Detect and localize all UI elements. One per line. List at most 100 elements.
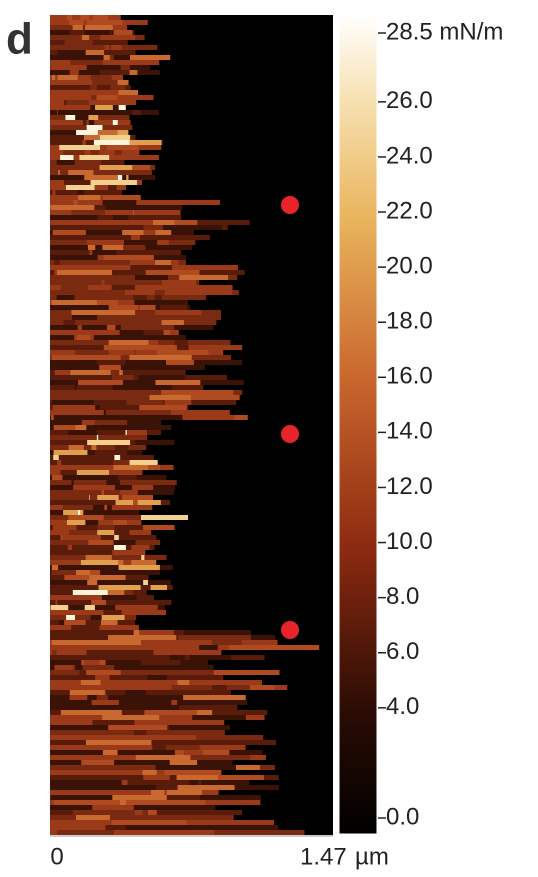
heatmap-stripe — [73, 485, 115, 490]
heatmap-stripe — [55, 370, 70, 375]
heatmap-stripe — [189, 345, 243, 350]
heatmap-stripe — [60, 155, 73, 160]
colorbar — [338, 15, 378, 835]
heatmap-stripe — [99, 235, 131, 240]
heatmap-stripe — [134, 730, 146, 735]
heatmap-stripe — [98, 215, 114, 220]
heatmap-stripe — [57, 830, 114, 835]
heatmap-stripe — [75, 625, 89, 630]
heatmap-stripe — [177, 830, 197, 835]
heatmap-stripe — [74, 280, 88, 285]
colorbar-tick-label: 18.0 — [386, 308, 433, 335]
heatmap-stripe — [59, 90, 76, 95]
heatmap-stripe — [106, 410, 171, 415]
heatmap-stripe — [74, 480, 107, 485]
heatmap-stripe — [104, 160, 124, 165]
heatmap-stripe — [108, 185, 116, 190]
heatmap-stripe — [149, 705, 181, 710]
heatmap-stripe — [56, 720, 92, 725]
heatmap-stripe — [54, 425, 76, 430]
heatmap-stripe — [101, 620, 118, 625]
heatmap-stripe — [104, 180, 137, 185]
heatmap-stripe — [84, 135, 101, 140]
heatmap-stripe — [53, 405, 96, 410]
heatmap-stripe — [97, 530, 114, 535]
heatmap-stripe — [104, 255, 151, 260]
heatmap-stripe — [52, 75, 55, 80]
heatmap-stripe — [109, 510, 116, 515]
heatmap-stripe — [134, 630, 140, 635]
heatmap-stripe — [133, 295, 147, 300]
heatmap-stripe — [97, 360, 125, 365]
heatmap-stripe — [155, 295, 162, 300]
heatmap-stripe — [155, 380, 200, 385]
heatmap-stripe — [64, 360, 96, 365]
colorbar-tick-label: 22.0 — [386, 197, 433, 224]
heatmap-stripe — [69, 530, 101, 535]
heatmap-stripe — [67, 770, 98, 775]
heatmap-stripe — [132, 485, 153, 490]
colorbar-tick-label: 20.0 — [386, 252, 433, 279]
heatmap-stripe — [52, 565, 58, 570]
colorbar-tick-label: 10.0 — [386, 528, 433, 555]
heatmap-stripe — [124, 610, 159, 615]
heatmap-stripe — [118, 175, 122, 180]
heatmap-stripe — [76, 130, 102, 135]
heatmap-stripe — [166, 360, 194, 365]
heatmap-stripe — [112, 795, 166, 800]
heatmap-stripe — [102, 490, 104, 495]
heatmap-stripe — [50, 740, 276, 745]
heatmap-stripe — [178, 680, 190, 685]
heatmap-stripe — [127, 400, 164, 405]
colorbar-tick-label: 14.0 — [386, 418, 433, 445]
heatmap-stripe — [97, 495, 118, 500]
heatmap-stripe — [212, 685, 227, 690]
heatmap-stripe — [121, 500, 160, 505]
heatmap-stripe — [194, 740, 210, 745]
heatmap-stripe — [68, 545, 72, 550]
heatmap-stripe — [58, 170, 60, 175]
heatmap-stripe — [172, 685, 250, 690]
heatmap-stripe — [168, 730, 210, 735]
heatmap-stripe — [96, 95, 117, 100]
heatmap-stripe — [69, 445, 84, 450]
heatmap-stripe — [59, 145, 100, 150]
heatmap-stripe — [111, 45, 122, 50]
heatmap-stripe — [127, 430, 147, 435]
heatmap-stripe — [50, 660, 208, 665]
heatmap-stripe — [92, 250, 116, 255]
heatmap-stripe — [50, 210, 180, 215]
heatmap-stripe — [138, 250, 152, 255]
heatmap-stripe — [113, 520, 127, 525]
heatmap-stripe — [75, 115, 88, 120]
heatmap-stripe — [113, 385, 152, 390]
heatmap-stripe — [105, 735, 119, 740]
heatmap-stripe — [136, 755, 190, 760]
heatmap-stripe — [51, 795, 118, 800]
heatmap-stripe — [50, 750, 263, 755]
heatmap-stripe — [155, 310, 201, 315]
heatmap-stripe — [63, 505, 93, 510]
heatmap-stripe — [53, 525, 77, 530]
heatmap-stripe — [78, 190, 85, 195]
heatmap-stripe — [179, 705, 237, 710]
heatmap-stripe — [75, 385, 77, 390]
heatmap-stripe — [69, 20, 84, 25]
heatmap-stripe — [130, 55, 170, 60]
heatmap-stripe — [85, 25, 113, 30]
heatmap-stripe — [191, 755, 250, 760]
heatmap-stripe — [50, 110, 159, 115]
heatmap-stripe — [112, 375, 134, 380]
heatmap-stripe — [88, 245, 124, 250]
heatmap-stripe — [103, 610, 121, 615]
heatmap-stripe — [142, 770, 156, 775]
heatmap-stripe — [139, 215, 181, 220]
heatmap-stripe — [139, 305, 140, 310]
heatmap-stripe — [54, 800, 120, 805]
heatmap-stripe — [191, 395, 240, 400]
heatmap-stripe — [162, 320, 184, 325]
heatmap-stripe — [91, 600, 106, 605]
heatmap-stripe — [118, 205, 125, 210]
